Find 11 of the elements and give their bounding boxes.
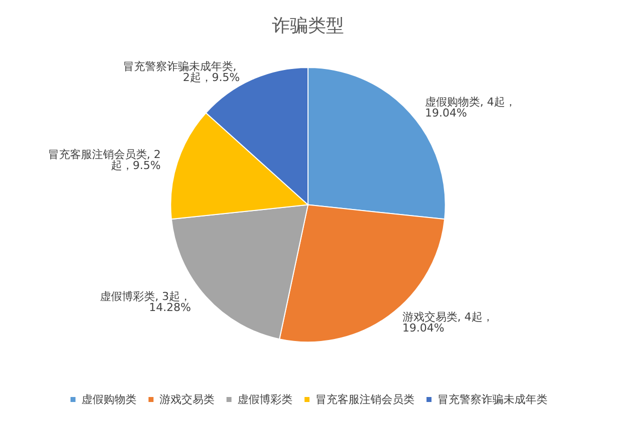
chart-title: 诈骗类型 [272, 16, 344, 36]
legend-label: 游戏交易类 [160, 393, 214, 406]
data-label: 游戏交易类, 4起，19.04% [402, 310, 494, 334]
data-label: 虚假购物类, 4起，19.04% [425, 96, 516, 120]
legend-label: 虚假购物类 [82, 393, 136, 406]
data-label: 冒充客服注销会员类, 2起，9.5% [48, 148, 161, 172]
data-label: 虚假博彩类, 3起，14.28% [100, 290, 191, 314]
legend-label: 冒充客服注销会员类 [316, 393, 414, 406]
data-label: 冒充警察诈骗未成年类, 2起，9.5% [122, 60, 240, 84]
legend-label: 冒充警察诈骗未成年类 [438, 393, 548, 406]
legend-label: 虚假博彩类 [238, 393, 292, 406]
